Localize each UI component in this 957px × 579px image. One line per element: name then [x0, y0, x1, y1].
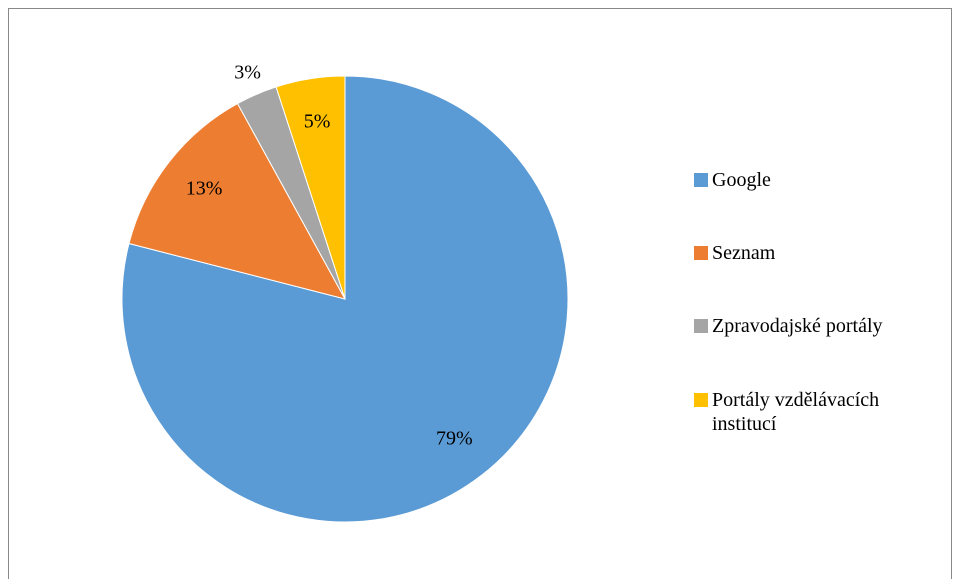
data-label: 3% [234, 61, 261, 83]
legend-item: Zpravodajské portály [694, 314, 934, 338]
data-label: 5% [304, 110, 331, 132]
legend-swatch [694, 319, 708, 333]
legend-item: Seznam [694, 241, 934, 265]
legend-label: Seznam [712, 242, 776, 264]
legend-label: Portály vzdělávacích institucí [712, 389, 880, 435]
legend-label: Zpravodajské portály [712, 315, 883, 337]
pie-slice [275, 75, 346, 300]
data-label: 13% [186, 177, 223, 199]
legend-swatch [694, 393, 708, 407]
legend-swatch [694, 246, 708, 260]
legend-label: Google [712, 169, 771, 191]
pie-slice [128, 102, 346, 300]
chart-frame [8, 8, 952, 579]
legend-swatch [694, 173, 708, 187]
legend-item: Portály vzdělávacích institucí [694, 388, 934, 436]
data-label: 79% [436, 428, 473, 450]
legend-item: Google [694, 168, 934, 192]
